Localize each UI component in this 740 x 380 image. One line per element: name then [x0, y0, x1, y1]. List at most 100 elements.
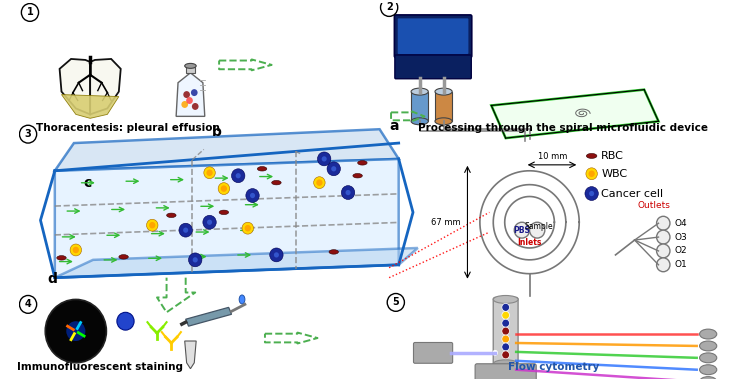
Circle shape	[656, 244, 670, 258]
Text: O4: O4	[675, 219, 687, 228]
Ellipse shape	[411, 118, 428, 125]
Polygon shape	[411, 92, 428, 121]
Text: WBC: WBC	[601, 169, 628, 179]
Circle shape	[502, 303, 509, 311]
Text: Inlets: Inlets	[517, 238, 542, 247]
Text: PBS: PBS	[514, 226, 531, 235]
Circle shape	[179, 223, 192, 237]
Ellipse shape	[699, 329, 717, 339]
FancyBboxPatch shape	[397, 18, 468, 54]
Text: Processing through the spiral microfluidic device: Processing through the spiral microfluid…	[418, 123, 708, 133]
Circle shape	[203, 215, 216, 229]
Ellipse shape	[586, 154, 597, 158]
Text: Flow cytometry: Flow cytometry	[508, 362, 599, 372]
Circle shape	[73, 247, 79, 253]
Ellipse shape	[329, 250, 338, 254]
Ellipse shape	[239, 295, 245, 304]
Circle shape	[502, 335, 509, 343]
Circle shape	[242, 222, 254, 234]
Circle shape	[585, 187, 599, 201]
Ellipse shape	[699, 353, 717, 363]
Polygon shape	[491, 90, 659, 138]
FancyBboxPatch shape	[395, 55, 471, 79]
Circle shape	[147, 219, 158, 231]
Circle shape	[502, 311, 509, 319]
Circle shape	[270, 248, 283, 262]
Polygon shape	[55, 248, 418, 278]
Ellipse shape	[699, 377, 717, 380]
Circle shape	[346, 190, 351, 195]
Circle shape	[514, 222, 530, 238]
Text: Thoracentesis: pleural effusion: Thoracentesis: pleural effusion	[36, 123, 221, 133]
Circle shape	[492, 350, 498, 356]
Circle shape	[317, 152, 331, 166]
Text: 67 mm: 67 mm	[431, 218, 461, 227]
Circle shape	[117, 312, 134, 330]
Circle shape	[70, 244, 81, 256]
Circle shape	[186, 97, 193, 104]
Ellipse shape	[185, 63, 196, 68]
Ellipse shape	[119, 255, 128, 259]
Circle shape	[192, 257, 198, 263]
Ellipse shape	[57, 256, 66, 260]
Text: 2: 2	[386, 3, 392, 13]
Circle shape	[502, 351, 509, 359]
Circle shape	[589, 191, 594, 196]
Text: 1: 1	[27, 8, 33, 17]
Ellipse shape	[435, 88, 452, 95]
Circle shape	[502, 343, 509, 351]
Circle shape	[656, 258, 670, 272]
Text: c: c	[84, 176, 92, 190]
Polygon shape	[435, 92, 452, 121]
Polygon shape	[185, 341, 196, 369]
Circle shape	[204, 167, 215, 179]
Circle shape	[274, 252, 279, 258]
Circle shape	[530, 222, 545, 238]
Text: 3: 3	[24, 129, 31, 139]
Circle shape	[656, 230, 670, 244]
Circle shape	[183, 228, 188, 233]
Polygon shape	[55, 129, 399, 171]
FancyBboxPatch shape	[494, 298, 518, 366]
FancyBboxPatch shape	[475, 364, 536, 380]
Text: RBC: RBC	[601, 151, 624, 161]
Circle shape	[502, 327, 509, 335]
Text: Cancer cell: Cancer cell	[601, 188, 663, 198]
Ellipse shape	[699, 365, 717, 375]
Circle shape	[332, 166, 336, 171]
FancyBboxPatch shape	[414, 342, 453, 363]
Circle shape	[191, 89, 198, 96]
Circle shape	[235, 173, 240, 178]
Text: O1: O1	[675, 260, 687, 269]
Ellipse shape	[166, 213, 176, 217]
Circle shape	[192, 103, 198, 110]
Circle shape	[314, 177, 325, 188]
Text: Outlets: Outlets	[637, 201, 670, 211]
Circle shape	[341, 185, 354, 200]
Circle shape	[218, 183, 229, 195]
Circle shape	[250, 193, 255, 198]
Circle shape	[45, 299, 107, 363]
Circle shape	[246, 188, 259, 203]
Circle shape	[232, 169, 245, 183]
Text: a: a	[389, 119, 399, 133]
Circle shape	[656, 216, 670, 230]
Polygon shape	[90, 59, 121, 114]
Circle shape	[149, 222, 155, 228]
Text: 5: 5	[392, 298, 399, 307]
Circle shape	[245, 225, 251, 231]
Circle shape	[586, 168, 597, 180]
Ellipse shape	[219, 210, 229, 215]
Circle shape	[67, 321, 85, 341]
Ellipse shape	[699, 341, 717, 351]
Ellipse shape	[272, 180, 281, 185]
Polygon shape	[61, 95, 119, 118]
Ellipse shape	[435, 118, 452, 125]
Text: d: d	[47, 272, 57, 286]
Polygon shape	[60, 59, 90, 114]
Text: O3: O3	[675, 233, 687, 242]
Ellipse shape	[411, 88, 428, 95]
Circle shape	[322, 156, 327, 161]
Text: b: b	[212, 125, 222, 139]
Circle shape	[189, 253, 202, 267]
